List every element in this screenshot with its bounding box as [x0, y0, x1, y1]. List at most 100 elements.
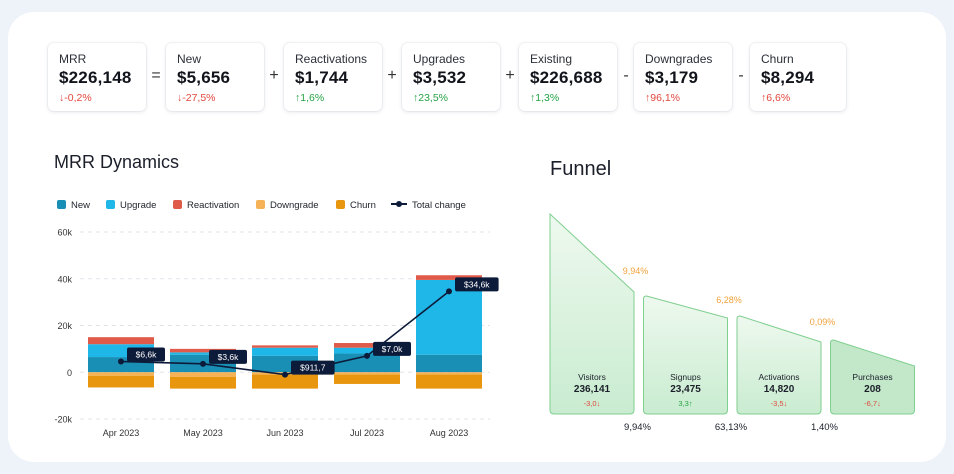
kpi-label: Reactivations [295, 52, 368, 66]
legend-label: Upgrade [120, 200, 157, 211]
legend-swatch [57, 200, 66, 209]
plus-operator: + [505, 67, 515, 84]
mrr-chart-title: MRR Dynamics [54, 152, 180, 172]
legend-item-downgrade[interactable]: Downgrade [256, 200, 319, 211]
funnel-conversion-rate: 1,40% [811, 422, 838, 433]
funnel-title: Funnel [550, 158, 612, 180]
x-tick-label: Jun 2023 [266, 428, 303, 438]
bar-segment-churn [88, 375, 154, 388]
funnel-stage-change: -6,7↓ [864, 399, 881, 408]
kpi-card-existing[interactable]: Existing $226,688 ↑1,3% [519, 43, 617, 111]
kpi-value: $226,688 [530, 68, 603, 87]
funnel-stage-value: 23,475 [670, 384, 701, 395]
bar-segment-downgrade [334, 372, 400, 375]
bar-segment-new [334, 353, 400, 373]
kpi-value: $1,744 [295, 68, 349, 87]
kpi-change: ↑1,3% [530, 92, 560, 104]
funnel-stage-value: 208 [864, 384, 881, 395]
kpi-label: Churn [761, 52, 794, 66]
data-label-text: $3,6k [218, 352, 240, 362]
kpi-card-new[interactable]: New $5,656 ↓-27,5% [166, 43, 264, 111]
funnel-step-rate: 9,94% [623, 266, 649, 276]
plus-operator: + [269, 67, 279, 84]
minus-operator: - [623, 67, 629, 84]
bar-segment-churn [252, 374, 318, 389]
kpi-value: $8,294 [761, 68, 815, 87]
kpi-label: MRR [59, 52, 87, 66]
kpi-change: ↑96,1% [645, 92, 681, 104]
kpi-change: ↑1,6% [295, 92, 325, 104]
kpi-value: $3,532 [413, 68, 467, 87]
funnel-stage-name: Visitors [578, 372, 606, 382]
minus-operator: - [738, 67, 744, 84]
legend-item-new[interactable]: New [57, 200, 90, 211]
kpi-label: New [177, 52, 202, 66]
legend-item-reactivation[interactable]: Reactivation [173, 200, 239, 211]
funnel-stage-name: Purchases [852, 372, 892, 382]
kpi-value: $3,179 [645, 68, 699, 87]
legend-swatch [256, 200, 265, 209]
data-label-bg [127, 347, 165, 362]
funnel-stage-value: 236,141 [574, 384, 611, 395]
data-label-bg [373, 341, 411, 356]
total-change-point [282, 371, 288, 378]
x-tick-label: Jul 2023 [350, 428, 384, 438]
data-label-text: $7,0k [382, 344, 404, 354]
funnel-conversion-rate: 63,13% [715, 422, 748, 433]
bar-segment-churn [416, 374, 482, 389]
legend-item-upgrade[interactable]: Upgrade [106, 200, 156, 211]
bar-segment-downgrade [416, 372, 482, 375]
y-tick-label: -20k [54, 415, 72, 425]
bar-segment-upgrade [252, 347, 318, 356]
funnel-stage-name: Signups [670, 372, 701, 382]
total-change-point [118, 358, 124, 365]
bar-segment-downgrade [88, 372, 154, 376]
y-tick-label: 60k [57, 228, 72, 238]
kpi-change: ↓-0,2% [59, 92, 92, 104]
mrr-dynamics-chart: -20k 0 20k 40k 60k Apr 2023 May 2023 Jun 2023 Ju… [54, 228, 499, 438]
bar-segment-churn [334, 374, 400, 384]
legend-swatch [336, 200, 345, 209]
funnel-stage-visitors [549, 212, 635, 415]
kpi-card-mrr[interactable]: MRR $226,148 ↓-0,2% [48, 43, 146, 111]
kpi-value: $226,148 [59, 68, 132, 87]
bar-segment-churn [170, 376, 236, 389]
kpi-card-churn[interactable]: Churn $8,294 ↑6,6% [750, 43, 846, 111]
total-change-label: $6,6k [127, 347, 165, 362]
kpi-label: Downgrades [645, 52, 713, 66]
funnel-conversion-rate: 9,94% [624, 422, 651, 433]
funnel-stage-change: -3,5↓ [771, 399, 788, 408]
total-change-label: $7,0k [373, 341, 411, 356]
kpi-card-downgrades[interactable]: Downgrades $3,179 ↑96,1% [634, 43, 732, 111]
funnel-stage-value: 14,820 [764, 384, 795, 395]
bar-segment-reactivation [416, 275, 482, 280]
legend-item-churn[interactable]: Churn [336, 200, 376, 211]
funnel-step-rate: 6,28% [716, 295, 742, 305]
data-label-text: $911,7 [300, 363, 326, 373]
total-change-point [200, 360, 206, 367]
kpi-change: ↑6,6% [761, 92, 791, 104]
kpi-value: $5,656 [177, 68, 231, 87]
bar-segment-downgrade [170, 372, 236, 377]
kpi-card-reactivations[interactable]: Reactivations $1,744 ↑1,6% [284, 43, 382, 111]
data-label-bg [291, 360, 335, 375]
funnel-stage-activations [736, 315, 822, 415]
funnel-stage-signups [643, 295, 728, 415]
kpi-label: Existing [530, 52, 573, 66]
data-label-text: $34,6k [464, 279, 490, 289]
x-tick-label: Aug 2023 [430, 428, 469, 438]
kpi-label: Upgrades [413, 52, 466, 66]
legend-swatch [173, 200, 182, 209]
y-tick-label: 0 [67, 368, 72, 378]
kpi-card-upgrades[interactable]: Upgrades $3,532 ↑23,5% [402, 43, 500, 111]
y-tick-label: 20k [57, 321, 72, 331]
plus-operator: + [387, 67, 397, 84]
legend-item-total-change[interactable]: Total change [391, 200, 466, 211]
funnel-step-rate: 0,09% [810, 317, 836, 327]
legend-label: Total change [412, 200, 466, 211]
legend-label: New [71, 200, 91, 211]
legend-label: Churn [350, 200, 376, 211]
funnel-stage-purchases [830, 339, 915, 415]
data-label-text: $6,6k [136, 349, 158, 359]
x-tick-label: Apr 2023 [103, 428, 140, 438]
